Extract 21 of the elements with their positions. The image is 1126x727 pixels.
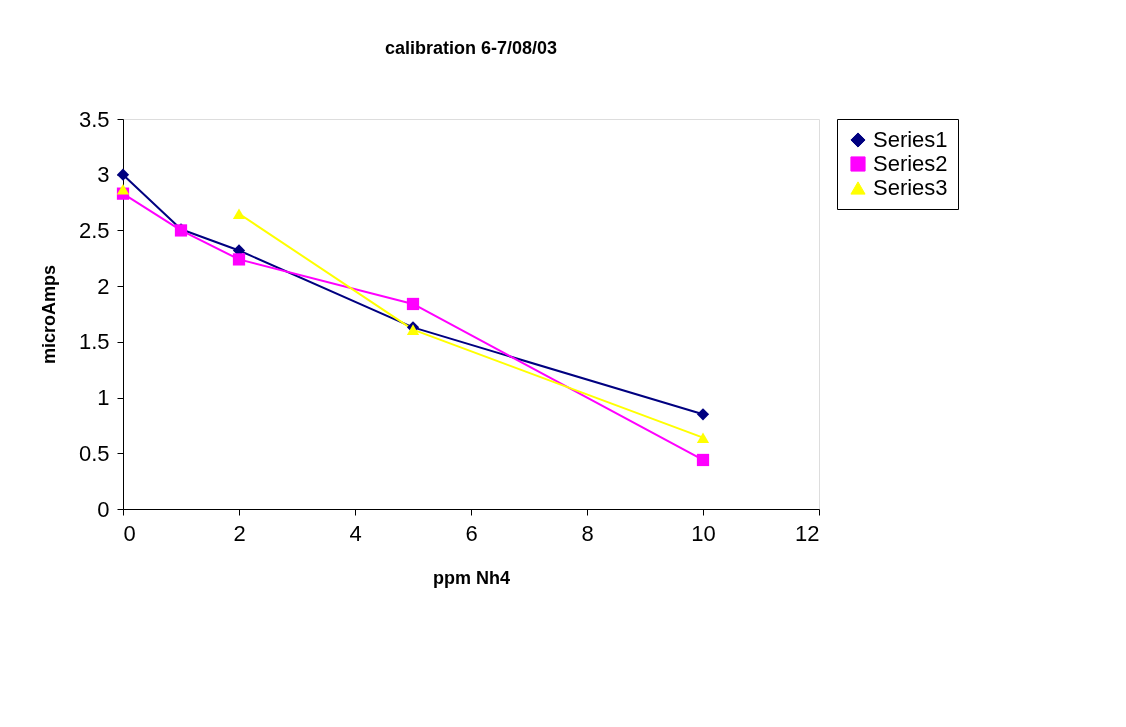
x-tick-label: 6 bbox=[465, 520, 478, 546]
x-tick-label: 10 bbox=[691, 520, 716, 546]
y-tick-label: 1.5 bbox=[78, 329, 110, 355]
y-tick-label: 2.5 bbox=[78, 217, 110, 243]
y-tick-label: 2 bbox=[97, 273, 110, 299]
y-tick-label: 0.5 bbox=[78, 440, 110, 466]
x-tick-label: 4 bbox=[349, 520, 362, 546]
y-tick-label: 3 bbox=[97, 162, 110, 188]
y-tick-label: 3.5 bbox=[78, 106, 110, 132]
legend-label: Series2 bbox=[873, 151, 948, 176]
x-tick-label: 12 bbox=[795, 520, 820, 546]
x-axis-title: ppm Nh4 bbox=[432, 567, 511, 588]
x-tick-label: 0 bbox=[123, 520, 136, 546]
y-axis-title: microAmps bbox=[38, 264, 59, 365]
y-tick-label: 0 bbox=[97, 496, 110, 522]
legend-label: Series3 bbox=[873, 175, 948, 200]
x-tick-label: 2 bbox=[233, 520, 246, 546]
chart-title: calibration 6-7/08/03 bbox=[384, 38, 558, 58]
y-tick-label: 1 bbox=[97, 385, 110, 411]
legend-label: Series1 bbox=[873, 127, 948, 152]
x-tick-label: 8 bbox=[581, 520, 594, 546]
